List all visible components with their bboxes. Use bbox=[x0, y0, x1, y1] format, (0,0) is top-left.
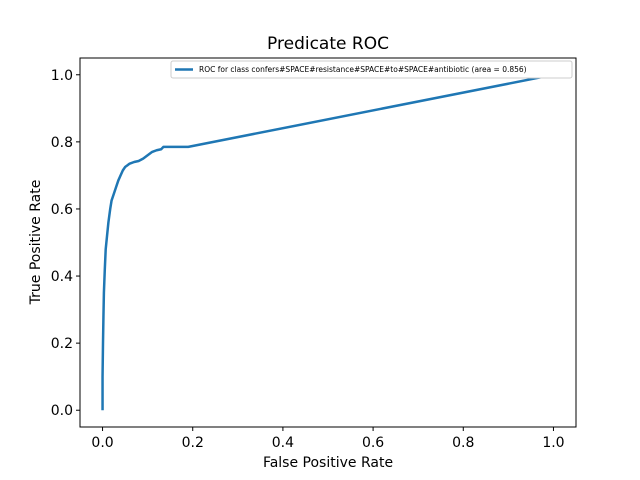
legend-label: ROC for class confers#SPACE#resistance#S… bbox=[199, 65, 527, 74]
x-tick-label: 0.4 bbox=[272, 435, 294, 451]
y-tick-label: 0.4 bbox=[51, 269, 73, 285]
x-tick-label: 0.6 bbox=[362, 435, 384, 451]
x-tick-label: 0.8 bbox=[452, 435, 474, 451]
x-tick-label: 1.0 bbox=[542, 435, 564, 451]
legend-box bbox=[170, 60, 573, 79]
y-tick-label: 0.2 bbox=[51, 336, 73, 352]
y-tick-label: 0.6 bbox=[51, 202, 73, 218]
plot-area: 0.0 0.2 0.4 0.6 0.8 1.0 0.0 0.2 0.4 0.6 0.8 1.0 bbox=[51, 57, 577, 451]
roc-curve-line bbox=[101, 73, 554, 411]
chart-title: Predicate ROC bbox=[267, 34, 389, 54]
y-tick-label: 0.0 bbox=[51, 403, 73, 419]
legend: ROC for class confers#SPACE#resistance#S… bbox=[170, 60, 573, 79]
plot-background bbox=[80, 58, 576, 427]
y-tick-label: 0.8 bbox=[51, 135, 73, 151]
y-axis-title: True Positive Rate bbox=[28, 180, 44, 306]
y-tick-label: 1.0 bbox=[51, 68, 73, 84]
x-tick-label: 0.2 bbox=[182, 435, 204, 451]
x-axis-title: False Positive Rate bbox=[263, 455, 393, 471]
axes-frame bbox=[79, 57, 577, 428]
x-tick-label: 0.0 bbox=[91, 435, 113, 451]
